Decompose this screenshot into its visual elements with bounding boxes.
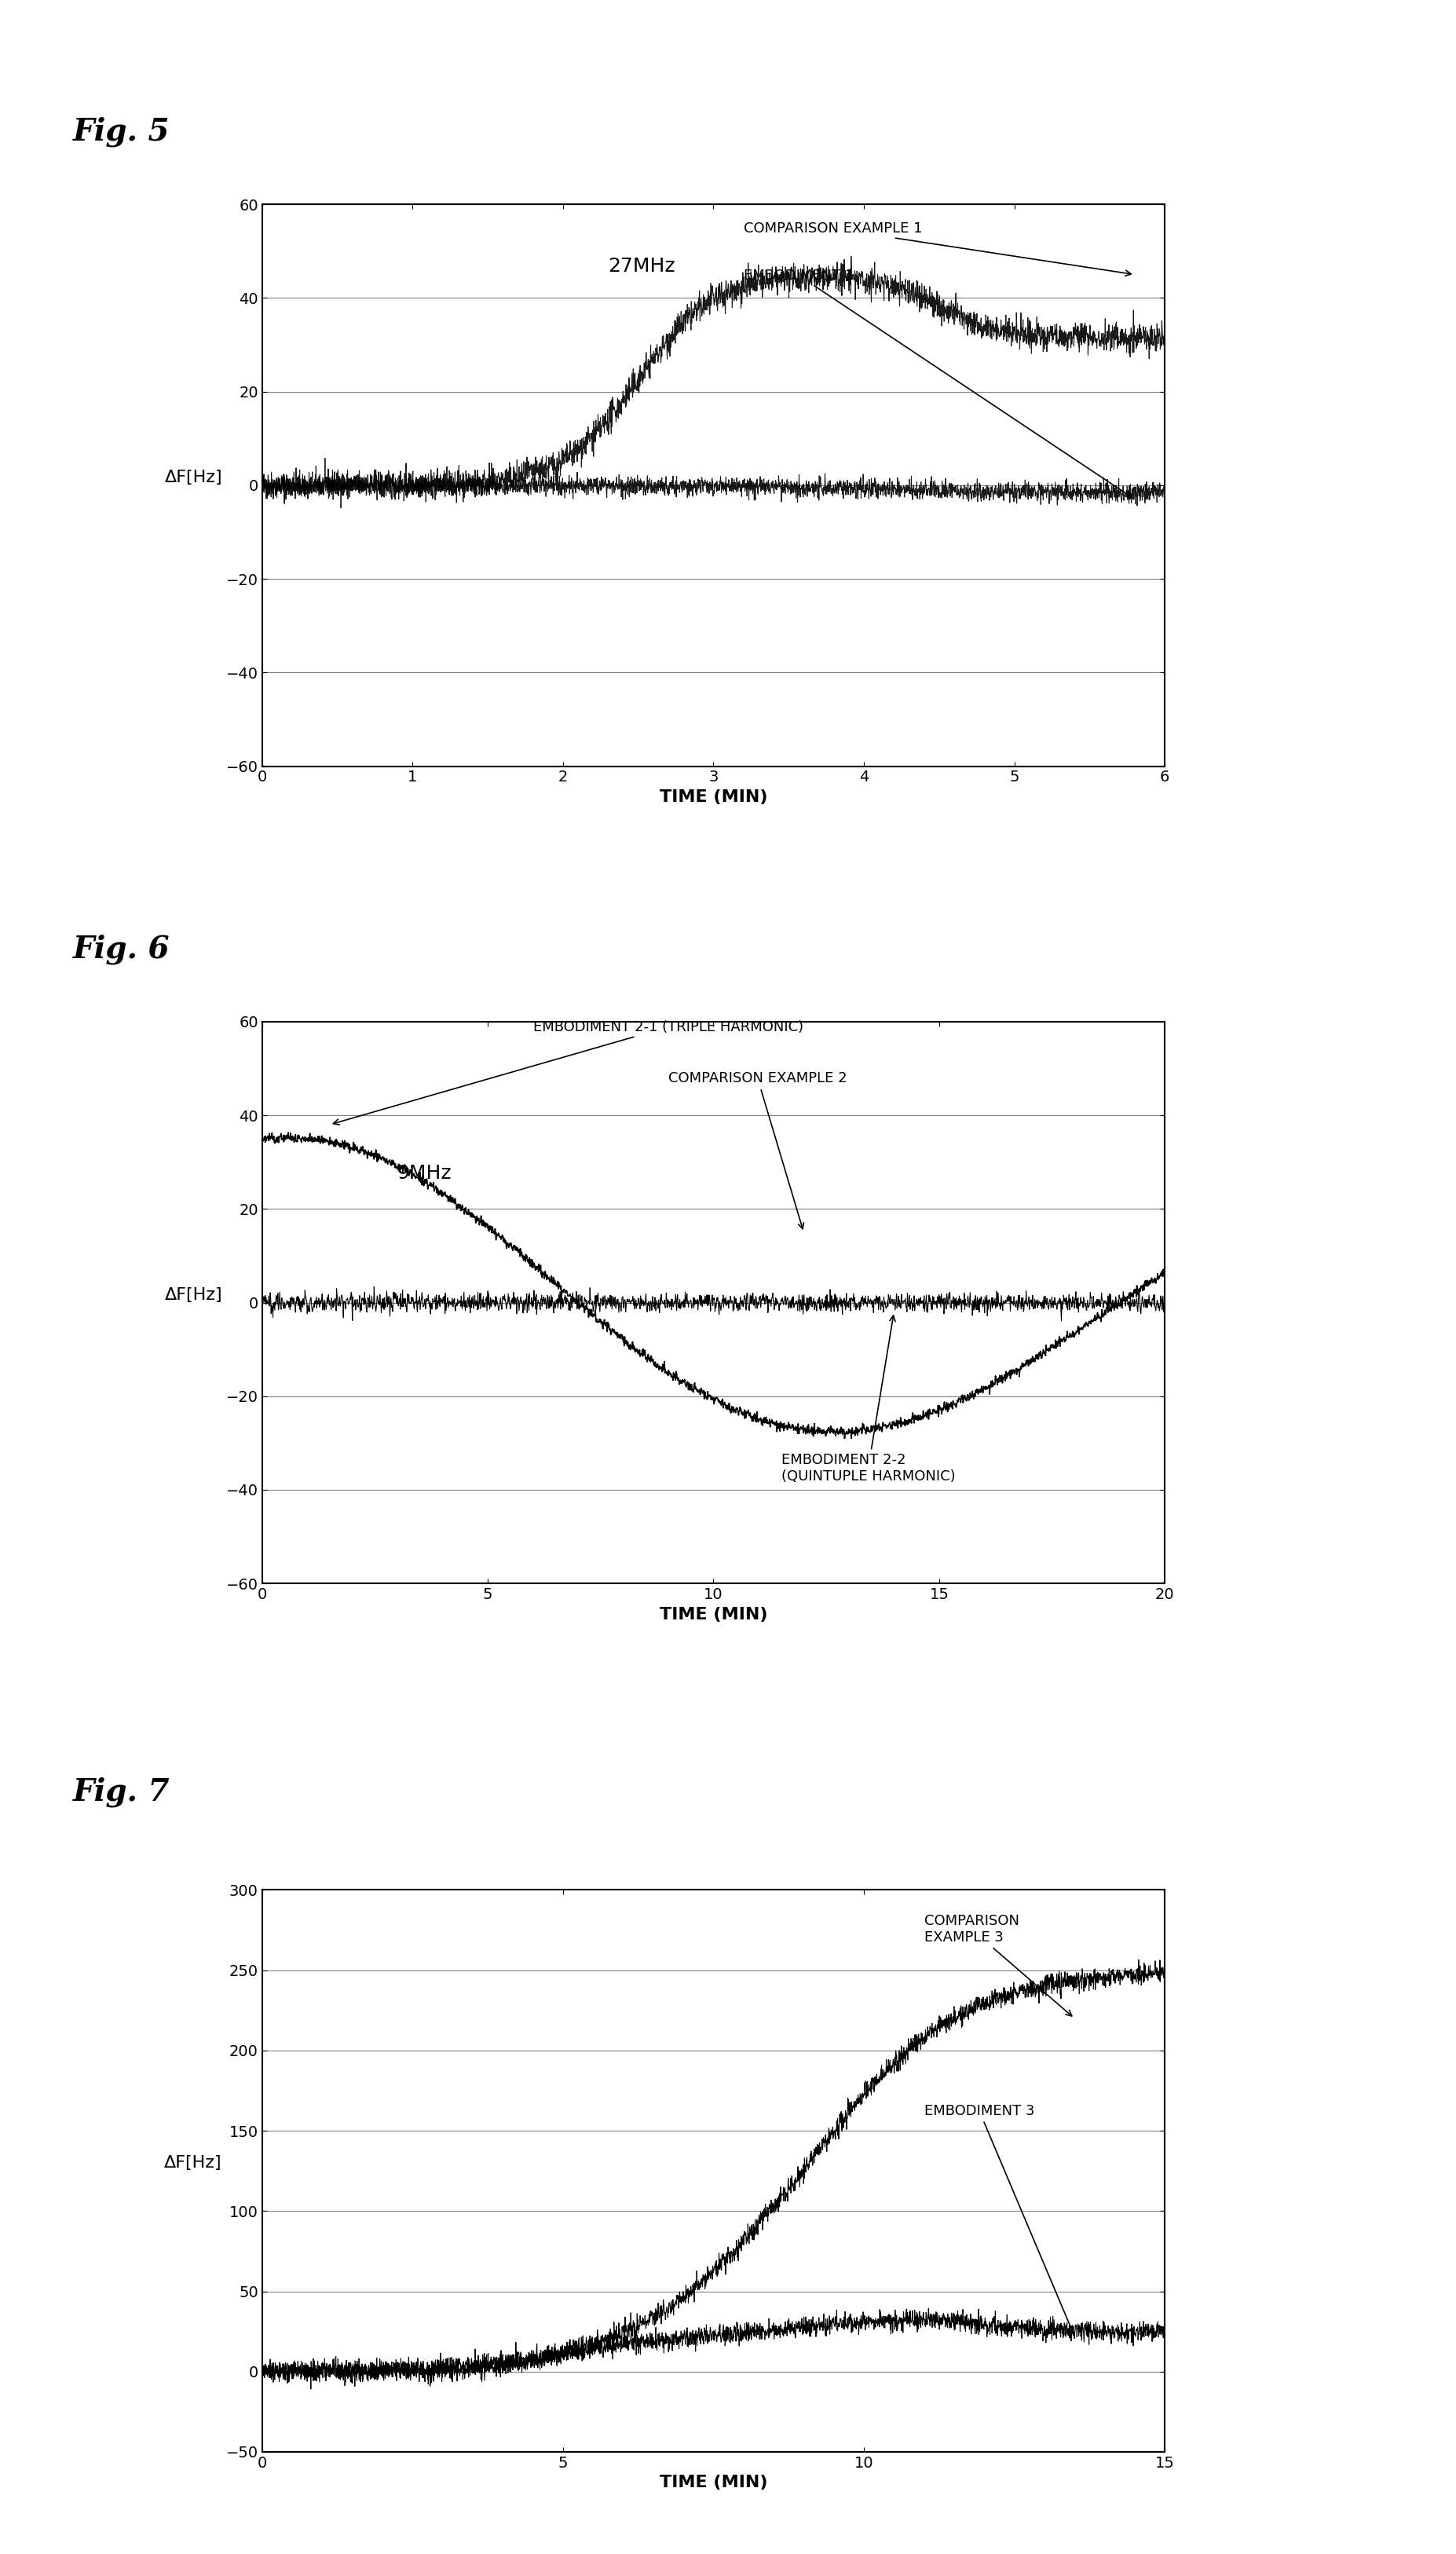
Text: EMBODIMENT 2-1 (TRIPLE HARMONIC): EMBODIMENT 2-1 (TRIPLE HARMONIC) xyxy=(333,1019,804,1124)
Text: COMPARISON EXAMPLE 2: COMPARISON EXAMPLE 2 xyxy=(668,1073,847,1228)
X-axis label: TIME (MIN): TIME (MIN) xyxy=(660,789,767,805)
Text: EMBODIMENT 2-2
(QUINTUPLE HARMONIC): EMBODIMENT 2-2 (QUINTUPLE HARMONIC) xyxy=(780,1315,955,1484)
Y-axis label: ΔF[Hz]: ΔF[Hz] xyxy=(165,2156,223,2171)
Text: Fig. 7: Fig. 7 xyxy=(73,1778,170,1808)
Text: EMBODIMENT 3: EMBODIMENT 3 xyxy=(925,2104,1073,2332)
Text: Fig. 6: Fig. 6 xyxy=(73,935,170,965)
Text: 9MHz: 9MHz xyxy=(397,1165,451,1183)
Text: COMPARISON
EXAMPLE 3: COMPARISON EXAMPLE 3 xyxy=(925,1913,1072,2015)
Text: Fig. 5: Fig. 5 xyxy=(73,117,170,148)
Y-axis label: ΔF[Hz]: ΔF[Hz] xyxy=(165,1287,223,1303)
Text: 27MHz: 27MHz xyxy=(607,258,674,276)
X-axis label: TIME (MIN): TIME (MIN) xyxy=(660,1606,767,1622)
Text: COMPARISON EXAMPLE 1: COMPARISON EXAMPLE 1 xyxy=(744,222,1131,276)
X-axis label: TIME (MIN): TIME (MIN) xyxy=(660,2475,767,2490)
Y-axis label: ΔF[Hz]: ΔF[Hz] xyxy=(165,470,223,485)
Text: EMBODIMENT 1: EMBODIMENT 1 xyxy=(744,268,1131,498)
